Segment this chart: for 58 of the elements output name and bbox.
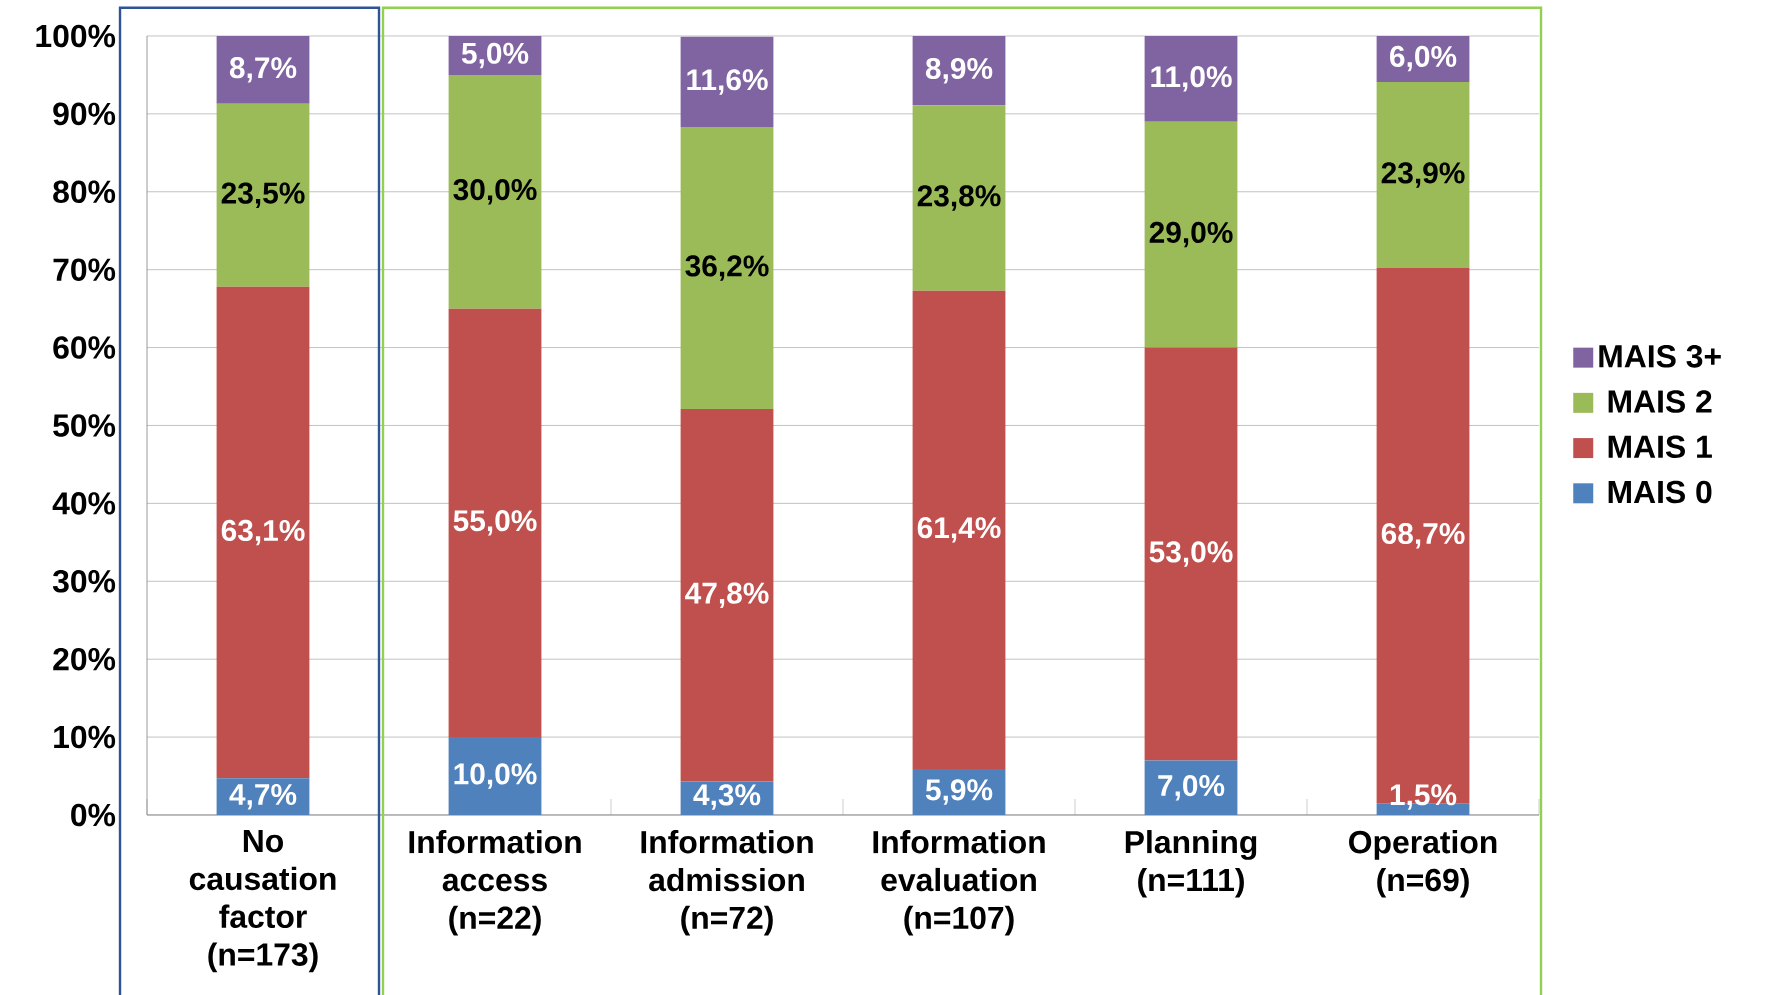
bar	[216, 286, 310, 779]
bar	[448, 308, 542, 738]
data-label: 53,0%	[1149, 541, 1233, 567]
y-tick-label: 70%	[53, 258, 116, 281]
data-label: 5,9%	[925, 779, 993, 805]
data-label: 30,0%	[453, 179, 537, 205]
bar	[216, 35, 310, 104]
data-label: 4,3%	[693, 784, 761, 810]
bar	[448, 74, 542, 309]
y-tick-label: 30%	[52, 569, 116, 593]
bar	[1376, 81, 1470, 269]
data-label: 11,6%	[687, 69, 768, 95]
bar	[1144, 347, 1238, 761]
bar	[1144, 35, 1238, 122]
bar	[912, 290, 1006, 770]
bar	[216, 103, 310, 287]
x-tick-label: Information evaluation (n=107)	[873, 830, 1045, 936]
legend-label: MAIS 1	[1608, 435, 1712, 459]
data-label: 7,0%	[1158, 774, 1225, 801]
data-label: 8,7%	[229, 57, 297, 83]
y-tick-label: 10%	[54, 725, 116, 749]
data-label: 6,0%	[1390, 45, 1457, 72]
y-tick-label: 60%	[53, 336, 116, 359]
data-label: 4,7%	[229, 783, 297, 810]
y-tick-label: 50%	[53, 414, 116, 437]
data-label: 47,8%	[685, 582, 769, 609]
y-tick-label: 100%	[36, 24, 116, 48]
data-label: 8,9%	[925, 57, 993, 84]
x-tick-label: No causation factor (n=173)	[189, 830, 336, 973]
x-tick-label: Planning (n=111)	[1125, 830, 1257, 898]
data-label: 63,1%	[221, 519, 305, 546]
data-label: 5,0%	[461, 42, 529, 69]
bar	[912, 105, 1006, 291]
x-tick-label: Information access (n=22)	[409, 830, 581, 936]
legend-label: MAIS 3+	[1599, 345, 1721, 368]
data-label: 10,0%	[454, 763, 537, 789]
y-tick-label: 0%	[71, 803, 116, 827]
legend-label: MAIS 0	[1608, 480, 1712, 504]
data-label: 23,5%	[221, 182, 305, 209]
bar	[680, 409, 774, 782]
data-label: 23,9%	[1381, 162, 1465, 188]
bar	[680, 127, 774, 410]
y-tick-label: 80%	[53, 180, 116, 204]
x-tick-label: Operation (n=69)	[1349, 830, 1497, 898]
x-tick-label: Information admission (n=72)	[641, 830, 813, 936]
data-label: 55,0%	[453, 510, 537, 536]
data-label: 23,8%	[917, 185, 1001, 211]
data-label: 11,0%	[1151, 66, 1232, 92]
data-label: 61,4%	[917, 517, 1001, 543]
data-label: 36,2%	[685, 255, 769, 281]
y-tick-label: 40%	[52, 492, 116, 515]
bar	[1144, 121, 1238, 348]
bar	[680, 36, 774, 128]
data-label: 68,7%	[1381, 522, 1465, 549]
legend-label: MAIS 2	[1608, 390, 1712, 413]
y-tick-label: 20%	[53, 647, 116, 671]
y-tick-label: 90%	[53, 102, 116, 126]
data-label: 29,0%	[1149, 221, 1233, 248]
